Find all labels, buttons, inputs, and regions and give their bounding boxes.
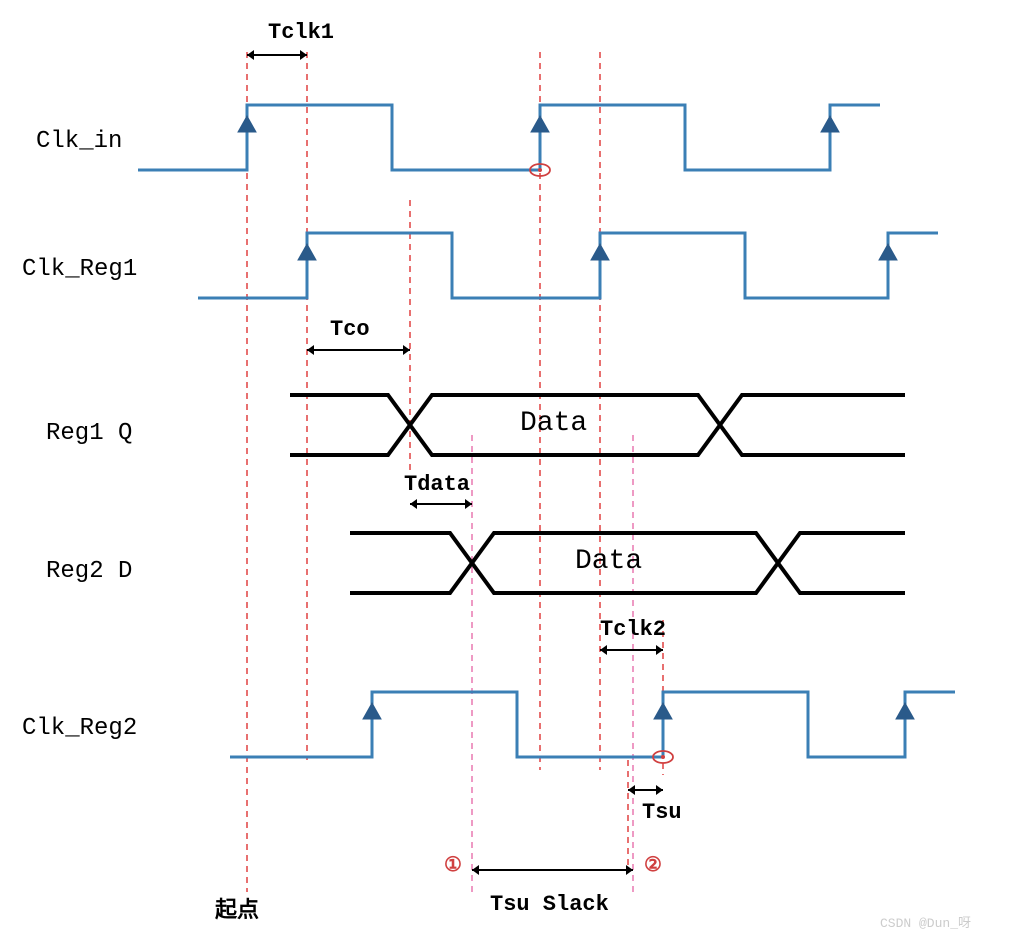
label-reg2-d: Reg2 D xyxy=(46,558,132,585)
label-reg1-q: Reg1 Q xyxy=(46,420,132,447)
watermark: CSDN @Dun_呀 xyxy=(880,912,971,931)
data-text-reg2d: Data xyxy=(575,546,642,577)
circled-1: ① xyxy=(444,852,462,878)
diagram-svg xyxy=(0,0,1024,936)
label-tco: Tco xyxy=(330,317,370,342)
label-clk-reg2: Clk_Reg2 xyxy=(22,715,137,742)
label-clk-reg1: Clk_Reg1 xyxy=(22,256,137,283)
data-text-reg1q: Data xyxy=(520,408,587,439)
label-tclk1: Tclk1 xyxy=(268,20,334,45)
label-clk-in: Clk_in xyxy=(36,128,122,155)
circled-2: ② xyxy=(644,852,662,878)
label-tdata: Tdata xyxy=(404,472,470,497)
timing-diagram: Clk_in Clk_Reg1 Reg1 Q Reg2 D Clk_Reg2 D… xyxy=(0,0,1024,936)
annotation-start: 起点 xyxy=(215,892,259,924)
label-tsu: Tsu xyxy=(642,800,682,825)
label-tclk2: Tclk2 xyxy=(600,617,666,642)
label-tsuslack: Tsu Slack xyxy=(490,892,609,917)
